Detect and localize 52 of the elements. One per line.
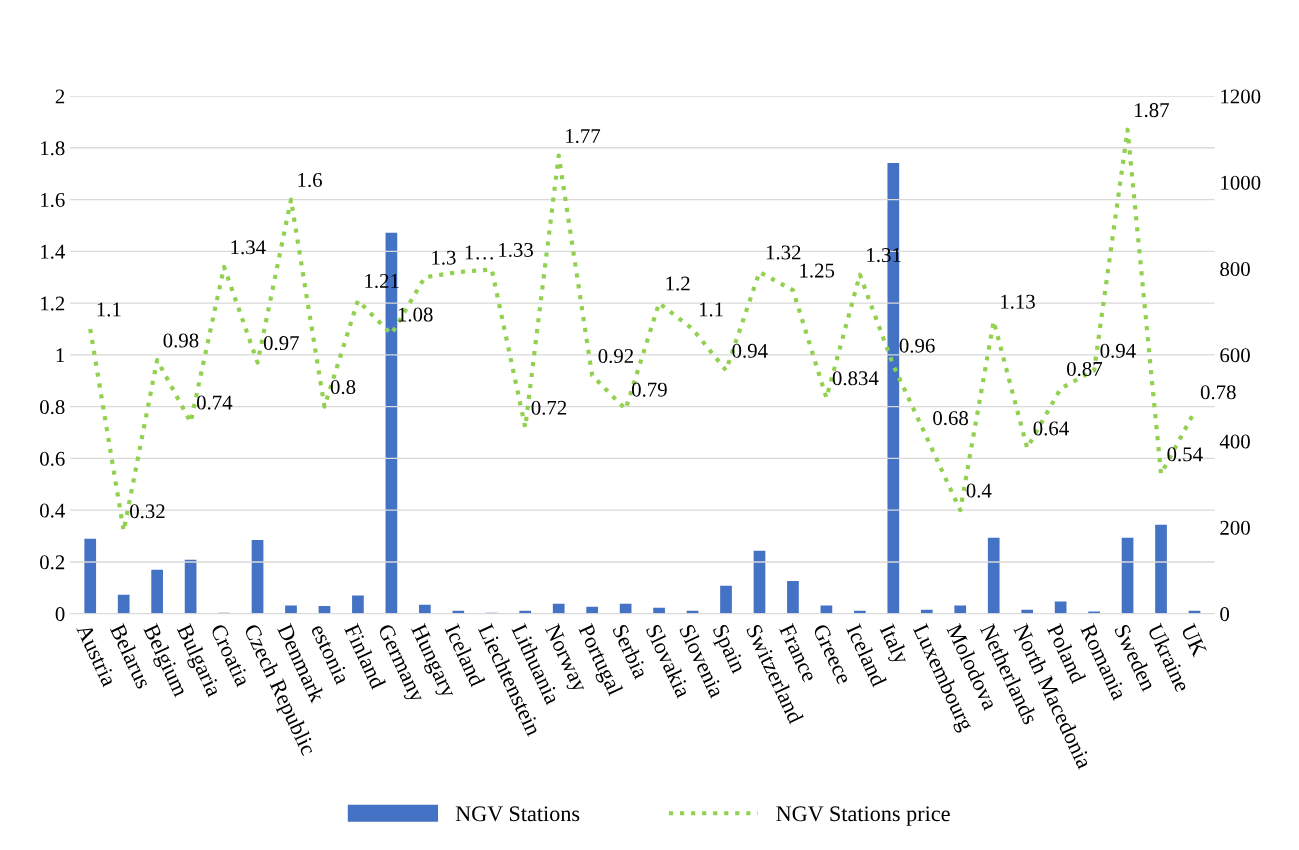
data-label: 1.08 (398, 307, 433, 322)
y-tick-label: 1.8 (41, 141, 65, 156)
y2-tick-label: 400 (1219, 434, 1250, 449)
y-tick-label: 0 (55, 607, 65, 622)
data-label: 1.32 (766, 245, 801, 260)
y-tick-label: 1.4 (41, 244, 65, 259)
data-label: 0.94 (732, 343, 768, 358)
data-label: 0.74 (196, 395, 233, 410)
data-label: 0.94 (1100, 343, 1136, 358)
data-label: 0.72 (531, 400, 567, 415)
y-tick-label: 0.8 (40, 400, 65, 415)
data-label: 0.79 (631, 382, 667, 397)
data-label: 1.77 (566, 129, 601, 144)
y-tick-label: 1 (56, 348, 65, 363)
data-label: 0.87 (1066, 361, 1103, 377)
y-tick-label: 2 (55, 89, 65, 104)
data-label: 0.4 (966, 483, 992, 498)
data-label: 0.98 (163, 333, 199, 348)
y-tick-label: 0.2 (40, 555, 65, 570)
data-label: 0.78 (1200, 385, 1236, 400)
data-label: 1.6 (298, 173, 322, 188)
data-label: 0.92 (598, 348, 634, 364)
data-label: 0.68 (933, 411, 969, 426)
y2-tick-label: 0 (1220, 607, 1230, 622)
data-label: 0.54 (1167, 447, 1203, 462)
data-label: 1.25 (800, 263, 835, 278)
data-label: 0.96 (899, 338, 935, 353)
data-label: 1.34 (231, 240, 266, 255)
y2-tick-label: 200 (1220, 520, 1250, 535)
data-label: 0.64 (1033, 421, 1069, 436)
y-tick-label: 0.6 (40, 451, 65, 466)
data-label: 0.8 (330, 380, 356, 395)
data-label: 1.1 (699, 302, 723, 317)
data-label: 1.33 (499, 242, 533, 257)
legend-label: NGV Stations price (776, 806, 950, 826)
y-tick-label: 1.2 (41, 296, 65, 311)
data-label: 1.13 (1001, 294, 1035, 309)
data-label: 1.3 (432, 250, 456, 265)
y-tick-label: 1.6 (41, 193, 65, 208)
y2-tick-label: 600 (1220, 348, 1250, 363)
data-label: 0.97 (263, 336, 299, 351)
y2-tick-label: 800 (1220, 261, 1250, 277)
legend-label: NGV Stations (455, 806, 580, 822)
data-label: 1… (465, 245, 493, 260)
y-tick-label: 0.4 (40, 503, 65, 518)
data-label: 1.1 (97, 302, 121, 317)
data-label: 0.32 (130, 504, 165, 519)
data-label: 0.834 (832, 371, 879, 386)
y2-tick-label: 1000 (1221, 175, 1261, 190)
y2-tick-label: 1200 (1221, 89, 1261, 104)
data-label: 1.2 (666, 276, 690, 291)
data-label: 1.87 (1134, 103, 1169, 118)
